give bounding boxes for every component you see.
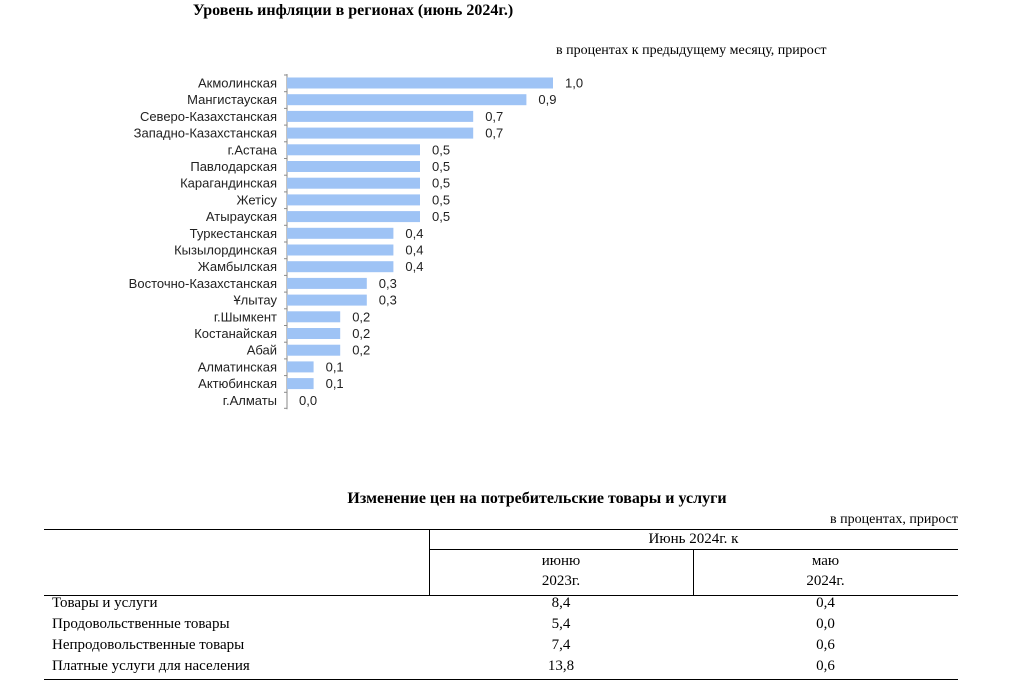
chart-category-label: Западно-Казахстанская xyxy=(134,126,277,141)
chart-value-label: 0,5 xyxy=(432,176,450,191)
chart-bar xyxy=(287,328,341,339)
chart-bar xyxy=(287,144,420,156)
chart-bar xyxy=(287,344,341,356)
chart-category-label: Атырауская xyxy=(206,209,277,224)
chart-value-label: 0,4 xyxy=(405,243,423,258)
chart-bar xyxy=(287,311,341,323)
group-header: Июнь 2024г. к xyxy=(648,531,739,547)
row-label: Непродовольственные товары xyxy=(52,637,245,653)
row-label: Платные услуги для населения xyxy=(52,658,250,674)
chart-value-label: 0,4 xyxy=(405,259,423,274)
table-bottom-rule xyxy=(44,679,958,680)
row-value-col2: 0,6 xyxy=(816,658,835,674)
chart-value-label: 0,5 xyxy=(432,192,450,207)
chart-bar xyxy=(287,244,394,256)
chart-bar xyxy=(287,194,420,206)
chart-bar xyxy=(287,77,553,89)
row-label: Продовольственные товары xyxy=(52,616,230,632)
chart-category-label: Ұлытау xyxy=(233,293,277,308)
col2-header-line1: маю xyxy=(811,553,840,569)
table-title: Изменение цен на потребительские товары … xyxy=(347,490,727,507)
chart-bar xyxy=(287,361,314,373)
chart-category-label: Жамбылская xyxy=(198,259,277,274)
chart-bar xyxy=(287,261,394,273)
chart-value-label: 0,4 xyxy=(405,226,423,241)
chart-value-label: 0,1 xyxy=(326,359,344,374)
chart-category-label: Карагандинская xyxy=(180,176,277,191)
chart-category-label: Мангистауская xyxy=(187,92,277,107)
chart-category-label: Актюбинская xyxy=(198,376,277,391)
table-divider-mid xyxy=(693,549,694,595)
chart-value-label: 0,0 xyxy=(299,393,317,408)
chart-value-label: 0,5 xyxy=(432,209,450,224)
table-top-rule xyxy=(44,529,958,530)
chart-bar xyxy=(287,227,394,239)
chart-value-label: 0,1 xyxy=(326,376,344,391)
chart-category-label: Кызылординская xyxy=(174,243,277,258)
chart-category-label: Акмолинская xyxy=(198,76,277,91)
chart-category-label: г.Алматы xyxy=(223,393,277,408)
chart-category-label: г.Шымкент xyxy=(214,309,277,324)
chart-category-label: Алматинская xyxy=(198,359,277,374)
chart-category-label: г.Астана xyxy=(228,142,278,157)
row-value-col2: 0,4 xyxy=(816,595,835,611)
chart-bar xyxy=(287,110,474,122)
chart-value-label: 0,5 xyxy=(432,159,450,174)
chart-value-label: 0,3 xyxy=(379,293,397,308)
chart-value-label: 0,2 xyxy=(352,309,370,324)
row-value-col2: 0,0 xyxy=(816,616,835,632)
chart-bar xyxy=(287,94,527,106)
chart-value-label: 0,7 xyxy=(485,126,503,141)
chart-unit-note: в процентах к предыдущему месяцу, прирос… xyxy=(556,43,827,58)
chart-category-label: Павлодарская xyxy=(190,159,277,174)
col1-header-line1: июню xyxy=(541,553,581,569)
chart-bar xyxy=(287,277,367,289)
row-value-col1: 13,8 xyxy=(547,658,575,674)
table-header-rule xyxy=(44,595,958,596)
chart-value-label: 0,5 xyxy=(432,142,450,157)
chart-category-label: Северо-Казахстанская xyxy=(140,109,277,124)
chart-bar xyxy=(287,294,367,306)
row-value-col2: 0,6 xyxy=(816,637,835,653)
col1-header-line2: 2023г. xyxy=(541,573,581,589)
chart-category-label: Туркестанская xyxy=(190,226,277,241)
chart-category-label: Костанайская xyxy=(194,326,277,341)
table-divider-left xyxy=(429,529,430,595)
chart-category-label: Абай xyxy=(247,343,277,358)
chart-bar xyxy=(287,177,420,189)
chart-bar xyxy=(287,211,420,223)
chart-bar xyxy=(287,378,314,390)
chart-value-label: 0,9 xyxy=(538,92,556,107)
row-label: Товары и услуги xyxy=(52,595,158,611)
chart-value-label: 1,0 xyxy=(565,76,583,91)
chart-category-label: Восточно-Казахстанская xyxy=(129,276,277,291)
chart-bar xyxy=(287,127,474,139)
chart-bar xyxy=(287,161,420,172)
chart-value-label: 0,2 xyxy=(352,343,370,358)
chart-title: Уровень инфляции в регионах (июнь 2024г.… xyxy=(192,2,514,19)
row-value-col1: 8,4 xyxy=(551,595,571,611)
table-unit-note: в процентах, прирост xyxy=(830,512,958,527)
chart-value-label: 0,7 xyxy=(485,109,503,124)
inflation-bar-chart: Акмолинская 1,0 Мангистауская 0,9 Северо-Каз… xyxy=(129,74,583,410)
chart-category-label: Жетісу xyxy=(237,192,278,207)
row-value-col1: 5,4 xyxy=(551,616,571,632)
chart-value-label: 0,3 xyxy=(379,276,397,291)
row-value-col1: 7,4 xyxy=(551,637,571,653)
chart-value-label: 0,2 xyxy=(352,326,370,341)
col2-header-line2: 2024г. xyxy=(806,573,845,589)
